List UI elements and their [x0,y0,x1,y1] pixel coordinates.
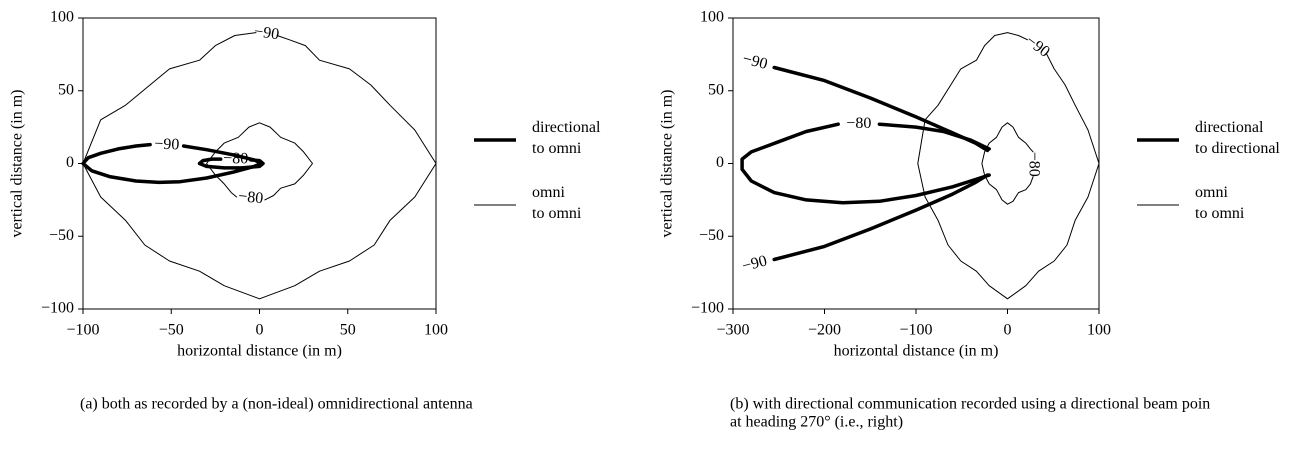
contour-line [206,122,313,201]
x-tick-label: −200 [808,322,841,339]
contour-label: −90 [741,50,770,73]
contour-line [197,157,265,170]
contour-label: −80 [846,115,871,132]
y-tick-label: −100 [691,300,724,317]
contour-label: −90 [740,252,769,275]
x-tick-label: −100 [66,322,99,339]
x-tick-label: 0 [256,322,264,339]
caption: (b) with directional communication recor… [730,396,1210,413]
contour-label: −90 [154,135,180,153]
legend-label: directional to omni [532,119,601,157]
legend-label: omni to omni [1195,184,1245,222]
contour-line [981,122,1034,205]
y-tick-label: 50 [708,81,724,98]
x-tick-label: −300 [716,322,749,339]
contour-label: −80 [223,150,248,168]
y-tick-label: 0 [66,154,74,171]
contour-label: −80 [237,188,264,207]
contour-line [772,65,990,153]
legend-label: omni to omni [532,184,582,222]
y-tick-label: 100 [700,9,724,26]
contour-label: −90 [253,23,280,43]
y-tick-label: 50 [58,81,74,98]
plot-frame [732,17,1100,310]
x-axis-label: horizontal distance (in m) [177,343,342,360]
y-tick-label: −50 [699,227,724,244]
x-axis-label: horizontal distance (in m) [834,343,999,360]
y-tick-label: −50 [49,227,74,244]
x-tick-label: −100 [899,322,932,339]
caption: at heading 270° (i.e., right) [730,414,903,431]
contour-line [82,32,437,300]
y-tick-label: 0 [716,154,724,171]
contour-line [740,122,991,205]
x-tick-label: −50 [159,322,184,339]
y-tick-label: 100 [50,9,74,26]
caption: (a) both as recorded by a (non-ideal) om… [80,396,473,413]
y-tick-label: −100 [41,300,74,317]
x-tick-label: 100 [1087,322,1111,339]
x-tick-label: 100 [424,322,448,339]
x-tick-label: 50 [340,322,356,339]
x-tick-label: 0 [1004,322,1012,339]
y-axis-label: vertical distance (in m) [659,90,676,238]
contour-line [772,173,990,262]
contour-label: −80 [1025,152,1042,177]
y-axis-label: vertical distance (in m) [9,90,26,238]
contour-line [917,32,1100,300]
legend-label: directional to directional [1195,119,1280,157]
